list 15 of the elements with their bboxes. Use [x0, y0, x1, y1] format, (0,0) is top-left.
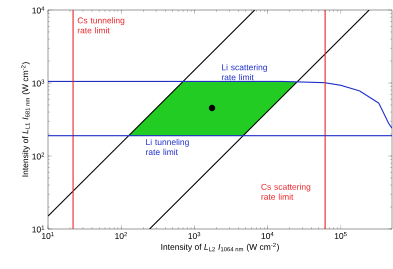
x-axis-title: Intensity of L$_{L2}$ I$_{1064 nm}$ (W cm$^{-2}$) [161, 242, 279, 252]
x-tick-label: 10$^{2}$ [115, 232, 128, 240]
x-tick-label: 10$^{4}$ [262, 232, 274, 239]
x-tick-label: 10$^{1}$ [42, 232, 54, 239]
y-tick-label: 10$^{1}$ [32, 226, 44, 232]
x-tick-label: 10$^{5}$ [334, 232, 347, 239]
y-tick-label: 10$^{3}$ [32, 79, 44, 87]
y-tick-label: 10$^{2}$ [32, 152, 44, 160]
y-axis-title: Intensity of L$_{L1}$ I$_{681 nm}$ (W cm$^{-2}$) [21, 62, 30, 176]
ref-line-label: Li tunneling rate limit [146, 138, 189, 156]
ref-line-label: Cs tunneling rate limit [78, 17, 124, 34]
ref-line-label: Cs scattering rate limit [261, 184, 310, 200]
series-label: Li scattering rate limit [222, 64, 267, 80]
x-tick-label: 10$^{3}$ [188, 232, 200, 240]
y-tick-label: 10$^{4}$ [32, 6, 44, 14]
